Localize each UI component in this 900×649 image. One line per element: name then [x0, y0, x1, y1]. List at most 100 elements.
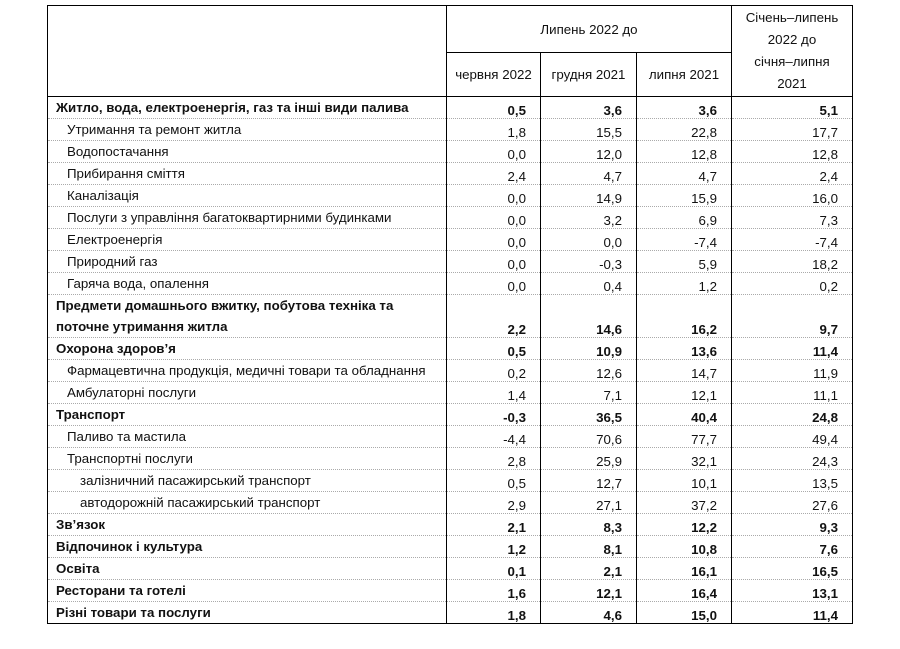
value-cell: 24,8 — [731, 403, 853, 426]
row-label: Амбулаторні послуги — [47, 381, 447, 404]
value-cell: 7,6 — [731, 535, 853, 558]
row-label: Житло, вода, електроенергія, газ та інші… — [47, 96, 447, 119]
value-cell: 10,8 — [636, 535, 732, 558]
value-cell: 2,4 — [731, 162, 853, 185]
value-cell: 8,1 — [540, 535, 637, 558]
value-cell: 0,5 — [446, 337, 541, 360]
row-label: Водопостачання — [47, 140, 447, 163]
value-cell: 12,7 — [540, 469, 637, 492]
value-cell: 11,4 — [731, 601, 853, 624]
value-cell: 7,1 — [540, 381, 637, 404]
value-cell: 16,1 — [636, 557, 732, 580]
value-cell: 36,5 — [540, 403, 637, 426]
row-label: Ресторани та готелі — [47, 579, 447, 602]
value-cell: 49,4 — [731, 425, 853, 448]
value-cell: 8,3 — [540, 513, 637, 536]
value-cell: 25,9 — [540, 447, 637, 470]
header-col-june-2022: червня 2022 — [446, 52, 541, 97]
table-row: Предмети домашнього вжитку, побутова тех… — [47, 294, 853, 338]
value-cell: 0,0 — [446, 206, 541, 229]
value-cell: 40,4 — [636, 403, 732, 426]
value-cell: 0,2 — [731, 272, 853, 295]
value-cell: 14,7 — [636, 359, 732, 382]
value-cell: 1,6 — [446, 579, 541, 602]
value-cell: 12,8 — [731, 140, 853, 163]
value-cell: -0,3 — [540, 250, 637, 273]
value-cell: 22,8 — [636, 118, 732, 141]
table-row: Фармацевтична продукція, медичні товари … — [47, 359, 853, 382]
value-cell: 12,0 — [540, 140, 637, 163]
value-cell: 16,5 — [731, 557, 853, 580]
value-cell: 15,0 — [636, 601, 732, 624]
header-group-label: Липень 2022 до — [446, 5, 732, 53]
value-cell: 17,7 — [731, 118, 853, 141]
value-cell: 2,1 — [540, 557, 637, 580]
value-cell: 16,2 — [636, 294, 732, 338]
table-row: Охорона здоров’я 0,5 10,9 13,6 11,4 — [47, 337, 853, 360]
table-row: Послуги з управління багатоквартирними б… — [47, 206, 853, 229]
table-row: Ресторани та готелі 1,6 12,1 16,4 13,1 — [47, 579, 853, 602]
value-cell: 9,7 — [731, 294, 853, 338]
table-row: Різні товари та послуги 1,8 4,6 15,0 11,4 — [47, 601, 853, 624]
value-cell: 18,2 — [731, 250, 853, 273]
header-cumulative: Січень–липень 2022 до січня–липня 2021 — [731, 5, 853, 97]
value-cell: 0,0 — [446, 140, 541, 163]
value-cell: 11,9 — [731, 359, 853, 382]
row-label: Фармацевтична продукція, медичні товари … — [47, 359, 447, 382]
value-cell: 5,1 — [731, 96, 853, 119]
value-cell: -7,4 — [636, 228, 732, 251]
table-row: Гаряча вода, опалення 0,0 0,4 1,2 0,2 — [47, 272, 853, 295]
value-cell: 13,5 — [731, 469, 853, 492]
table-row: Електроенергія 0,0 0,0 -7,4 -7,4 — [47, 228, 853, 251]
header-col-jul-2021: липня 2021 — [636, 52, 732, 97]
value-cell: -4,4 — [446, 425, 541, 448]
value-cell: 70,6 — [540, 425, 637, 448]
value-cell: -7,4 — [731, 228, 853, 251]
table-row: залізничний пасажирський транспорт 0,5 12,… — [47, 469, 853, 492]
table-row: Природний газ 0,0 -0,3 5,9 18,2 — [47, 250, 853, 273]
row-label: Відпочинок і культура — [47, 535, 447, 558]
row-label: Транспорт — [47, 403, 447, 426]
value-cell: 1,2 — [446, 535, 541, 558]
value-cell: 3,6 — [636, 96, 732, 119]
value-cell: 12,8 — [636, 140, 732, 163]
value-cell: 13,6 — [636, 337, 732, 360]
value-cell: 0,0 — [446, 250, 541, 273]
value-cell: 0,5 — [446, 96, 541, 119]
value-cell: -0,3 — [446, 403, 541, 426]
value-cell: 27,6 — [731, 491, 853, 514]
value-cell: 0,0 — [540, 228, 637, 251]
table-row: Прибирання сміття 2,4 4,7 4,7 2,4 — [47, 162, 853, 185]
value-cell: 0,0 — [446, 228, 541, 251]
row-label: Каналізація — [47, 184, 447, 207]
row-label: Транспортні послуги — [47, 447, 447, 470]
row-label: Охорона здоров’я — [47, 337, 447, 360]
value-cell: 11,1 — [731, 381, 853, 404]
value-cell: 24,3 — [731, 447, 853, 470]
value-cell: 16,0 — [731, 184, 853, 207]
row-label: Послуги з управління багатоквартирними б… — [47, 206, 447, 229]
value-cell: 0,1 — [446, 557, 541, 580]
table-row: Відпочинок і культура 1,2 8,1 10,8 7,6 — [47, 535, 853, 558]
table-row: Транспортні послуги 2,8 25,9 32,1 24,3 — [47, 447, 853, 470]
value-cell: 2,2 — [446, 294, 541, 338]
value-cell: 1,8 — [446, 601, 541, 624]
value-cell: 3,6 — [540, 96, 637, 119]
header-empty-cell — [47, 5, 447, 97]
value-cell: 2,8 — [446, 447, 541, 470]
value-cell: 12,6 — [540, 359, 637, 382]
value-cell: 12,1 — [540, 579, 637, 602]
header-col-dec-2021: грудня 2021 — [540, 52, 637, 97]
table-row: Зв’язок 2,1 8,3 12,2 9,3 — [47, 513, 853, 536]
value-cell: 32,1 — [636, 447, 732, 470]
value-cell: 14,6 — [540, 294, 637, 338]
row-label: Освіта — [47, 557, 447, 580]
value-cell: 15,5 — [540, 118, 637, 141]
value-cell: 13,1 — [731, 579, 853, 602]
table-row: автодорожній пасажирський транспорт 2,9 27… — [47, 491, 853, 514]
table-row: Утримання та ремонт житла 1,8 15,5 22,8 17,7 — [47, 118, 853, 141]
table-row: Житло, вода, електроенергія, газ та інші… — [47, 96, 853, 119]
row-label: залізничний пасажирський транспорт — [47, 469, 447, 492]
value-cell: 4,7 — [540, 162, 637, 185]
value-cell: 16,4 — [636, 579, 732, 602]
